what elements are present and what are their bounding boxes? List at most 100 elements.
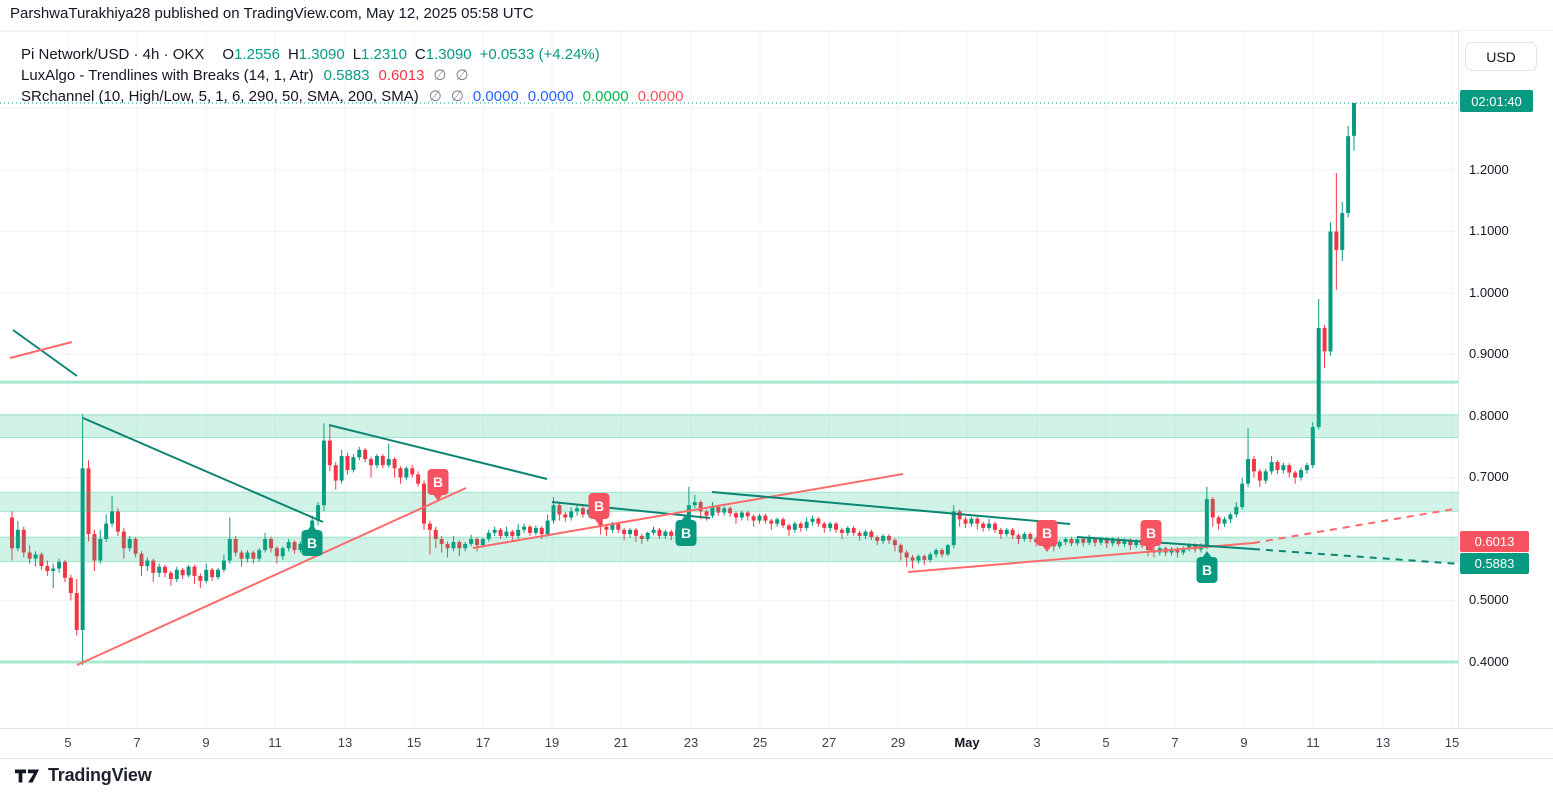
publish-attribution: ParshwaTurakhiya28 published on TradingV… [10,5,534,22]
candle-body [1299,470,1304,478]
candle-body [922,556,927,560]
break-badge-down: B [1036,520,1058,552]
x-axis-label: 3 [1033,735,1041,750]
candle-body [1304,465,1309,471]
brand-name: TradingView [48,765,152,785]
candle-body [539,527,544,535]
x-axis-label: 15 [406,735,422,750]
candle-body [239,552,244,559]
trendline-teal [711,491,1071,525]
candle-body [357,449,362,458]
trendline-red-projected [1252,507,1458,544]
candle-body [433,529,438,539]
currency-toggle-button[interactable]: USD [1465,42,1537,71]
candle-body [157,566,162,573]
candle-body [522,526,527,530]
trendline-red [76,487,467,666]
bar-countdown-badge: 02:01:40 [1460,90,1533,112]
indicator-value: 0.6013 [378,67,425,84]
candle-body [10,517,14,549]
candle-body [1181,548,1186,553]
candle-body [427,523,432,530]
x-axis-label: 15 [1444,735,1460,750]
svg-text:B: B [1146,525,1156,541]
candle-body [33,554,38,559]
candle-body [781,519,786,526]
candle-body [168,572,173,579]
legend-indicator-row-trendlines: LuxAlgo - Trendlines with Breaks (14, 1,… [21,65,692,86]
candle-body [1063,539,1068,543]
candle-body [498,529,503,536]
x-axis-label: 25 [752,735,768,750]
candle-body [445,543,450,549]
sr-bands [0,414,1458,563]
candle-body [616,523,621,530]
candle-body [775,519,780,524]
indicator-value: 0.0000 [527,88,574,105]
trendline-teal [1076,536,1254,550]
y-axis-label: 1.2000 [1469,162,1509,177]
ohlc-label: O [222,46,235,63]
candle-body [292,542,297,551]
candle-body [86,468,91,535]
candle-body [286,542,291,549]
candle-body [892,540,897,546]
candle-body [657,529,662,536]
break-badge-up: B [1196,551,1218,583]
price-scale[interactable]: USD 02:01:40 1.2000 1.1000 1.0000 0.9000 0.8… [1458,31,1553,728]
candle-body [563,514,568,518]
candle-body [1175,548,1180,553]
svg-text:B: B [433,474,443,490]
ohlc-label: C [414,46,426,63]
y-axis-label: 1.0000 [1469,285,1509,300]
y-axis-label: 1.1000 [1469,223,1509,238]
candle-body [363,449,368,460]
candle-body [1187,545,1192,549]
candle-body [887,535,892,541]
candle-body [722,508,727,513]
candle-body [233,539,238,553]
candle-body [422,483,427,524]
candles [10,102,1357,666]
candle-body [115,511,120,532]
indicator-value: 0.0000 [582,88,629,105]
break-badge-down: B [588,493,610,525]
y-axis-label: 0.7000 [1469,469,1509,484]
candle-body [492,529,497,533]
candle-body [575,508,580,512]
time-scale[interactable]: 5 7 9 11 13 15 17 19 21 23 25 27 29 May 3 5 7 9 11 13 15 [0,728,1553,759]
candle-body [133,539,138,554]
candle-body [1104,539,1109,544]
candle-body [98,539,103,561]
candle-body [863,531,868,536]
indicator-value: ∅ [450,88,464,105]
candle-body [651,529,656,533]
x-axis-label: 7 [1171,735,1179,750]
candle-body [186,566,191,576]
candle-body [480,539,485,546]
candle-body [216,569,221,578]
candle-body [463,543,468,549]
candle-body [981,523,986,528]
candle-body [221,560,226,570]
candle-body [327,440,332,466]
candle-body [1057,542,1062,547]
indicator-value: ∅ [428,88,442,105]
trendline-teal [82,417,324,523]
candle-body [1034,539,1039,543]
candle-body [51,568,56,571]
candle-body [1216,517,1221,524]
candle-body [68,577,73,594]
candle-body [1322,328,1327,352]
candle-body [1281,465,1286,471]
candle-body [92,534,97,561]
candle-body [545,520,550,535]
candle-body [1069,539,1074,544]
candle-body [192,566,197,576]
svg-text:B: B [1202,562,1212,578]
candle-body [263,539,268,551]
candle-body [875,537,880,541]
indicator-value: 0.5883 [323,67,370,84]
candle-body [763,515,768,521]
